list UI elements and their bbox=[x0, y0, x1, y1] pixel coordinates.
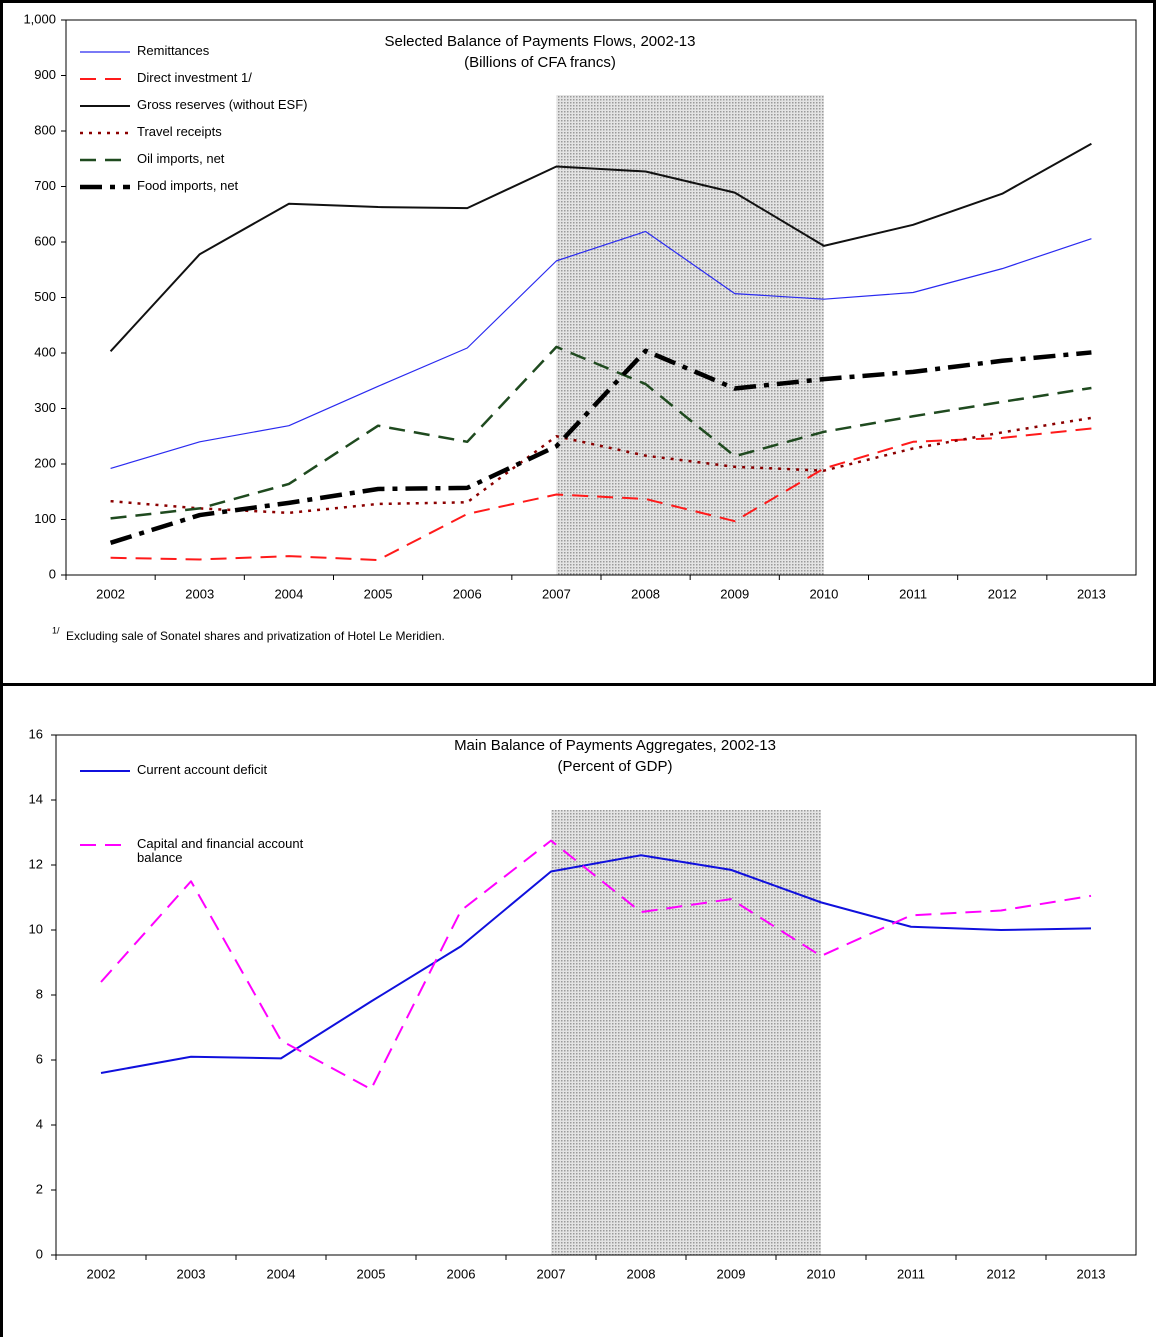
x-tick-label: 2004 bbox=[274, 586, 303, 601]
x-tick-label: 2006 bbox=[447, 1266, 476, 1281]
x-tick-label: 2013 bbox=[1077, 586, 1106, 601]
y-tick-label: 800 bbox=[34, 122, 56, 137]
panel-frame bbox=[0, 0, 1156, 686]
chart-title: Main Balance of Payments Aggregates, 200… bbox=[454, 737, 776, 754]
legend-label: Capital and financial account balance bbox=[137, 836, 304, 865]
footnote-marker: 1/ bbox=[52, 625, 60, 635]
series-line bbox=[109, 142, 1092, 353]
x-tick-label: 2003 bbox=[185, 586, 214, 601]
series-line bbox=[110, 416, 1092, 515]
shaded-period bbox=[556, 95, 824, 575]
x-tick-label: 2003 bbox=[177, 1266, 206, 1281]
footnote: Excluding sale of Sonatel shares and pri… bbox=[66, 629, 445, 643]
x-tick-label: 2010 bbox=[809, 586, 838, 601]
legend-label: Oil imports, net bbox=[137, 151, 225, 166]
y-tick-label: 1,000 bbox=[23, 11, 56, 26]
y-tick-label: 14 bbox=[29, 791, 43, 806]
chart-subtitle: (Percent of GDP) bbox=[557, 758, 672, 775]
x-tick-label: 2002 bbox=[87, 1266, 116, 1281]
y-tick-label: 16 bbox=[29, 726, 43, 741]
x-tick-label: 2009 bbox=[720, 586, 749, 601]
x-tick-label: 2006 bbox=[453, 586, 482, 601]
x-tick-label: 2008 bbox=[631, 586, 660, 601]
x-tick-label: 2010 bbox=[807, 1266, 836, 1281]
y-tick-label: 6 bbox=[36, 1051, 43, 1066]
series-line bbox=[100, 854, 1092, 1074]
x-tick-label: 2008 bbox=[627, 1266, 656, 1281]
series-line bbox=[110, 230, 1092, 470]
series-line bbox=[109, 348, 1092, 545]
legend-label: Current account deficit bbox=[137, 762, 267, 777]
legend-label: Remittances bbox=[137, 43, 210, 58]
x-tick-label: 2011 bbox=[899, 586, 927, 601]
y-tick-label: 200 bbox=[34, 455, 56, 470]
y-tick-label: 100 bbox=[34, 511, 56, 526]
legend-label: Travel receipts bbox=[137, 124, 222, 139]
y-tick-label: 0 bbox=[36, 1246, 43, 1261]
y-tick-label: 8 bbox=[36, 986, 43, 1001]
x-tick-label: 2013 bbox=[1077, 1266, 1106, 1281]
chart-title: Selected Balance of Payments Flows, 2002… bbox=[384, 33, 695, 50]
x-tick-label: 2012 bbox=[987, 1266, 1016, 1281]
shaded-period bbox=[551, 810, 821, 1255]
x-tick-label: 2007 bbox=[537, 1266, 566, 1281]
y-tick-label: 0 bbox=[49, 566, 56, 581]
legend-label: Direct investment 1/ bbox=[137, 70, 252, 85]
x-tick-label: 2007 bbox=[542, 586, 571, 601]
y-tick-label: 2 bbox=[36, 1181, 43, 1196]
y-tick-label: 600 bbox=[34, 233, 56, 248]
series-line bbox=[110, 345, 1092, 520]
y-tick-label: 900 bbox=[34, 67, 56, 82]
y-tick-label: 500 bbox=[34, 289, 56, 304]
x-tick-label: 2011 bbox=[897, 1266, 925, 1281]
y-tick-label: 300 bbox=[34, 400, 56, 415]
x-tick-label: 2002 bbox=[96, 586, 125, 601]
chart-subtitle: (Billions of CFA francs) bbox=[464, 54, 616, 71]
legend-label: Food imports, net bbox=[137, 178, 239, 193]
x-tick-label: 2012 bbox=[988, 586, 1017, 601]
series-line bbox=[110, 427, 1092, 562]
y-tick-label: 10 bbox=[29, 921, 43, 936]
legend-label: Gross reserves (without ESF) bbox=[137, 97, 308, 112]
x-tick-label: 2009 bbox=[717, 1266, 746, 1281]
series-line bbox=[100, 839, 1092, 1091]
y-tick-label: 4 bbox=[36, 1116, 43, 1131]
x-tick-label: 2004 bbox=[267, 1266, 296, 1281]
y-tick-label: 400 bbox=[34, 344, 56, 359]
y-tick-label: 12 bbox=[29, 856, 43, 871]
y-tick-label: 700 bbox=[34, 178, 56, 193]
x-tick-label: 2005 bbox=[364, 586, 393, 601]
x-tick-label: 2005 bbox=[357, 1266, 386, 1281]
